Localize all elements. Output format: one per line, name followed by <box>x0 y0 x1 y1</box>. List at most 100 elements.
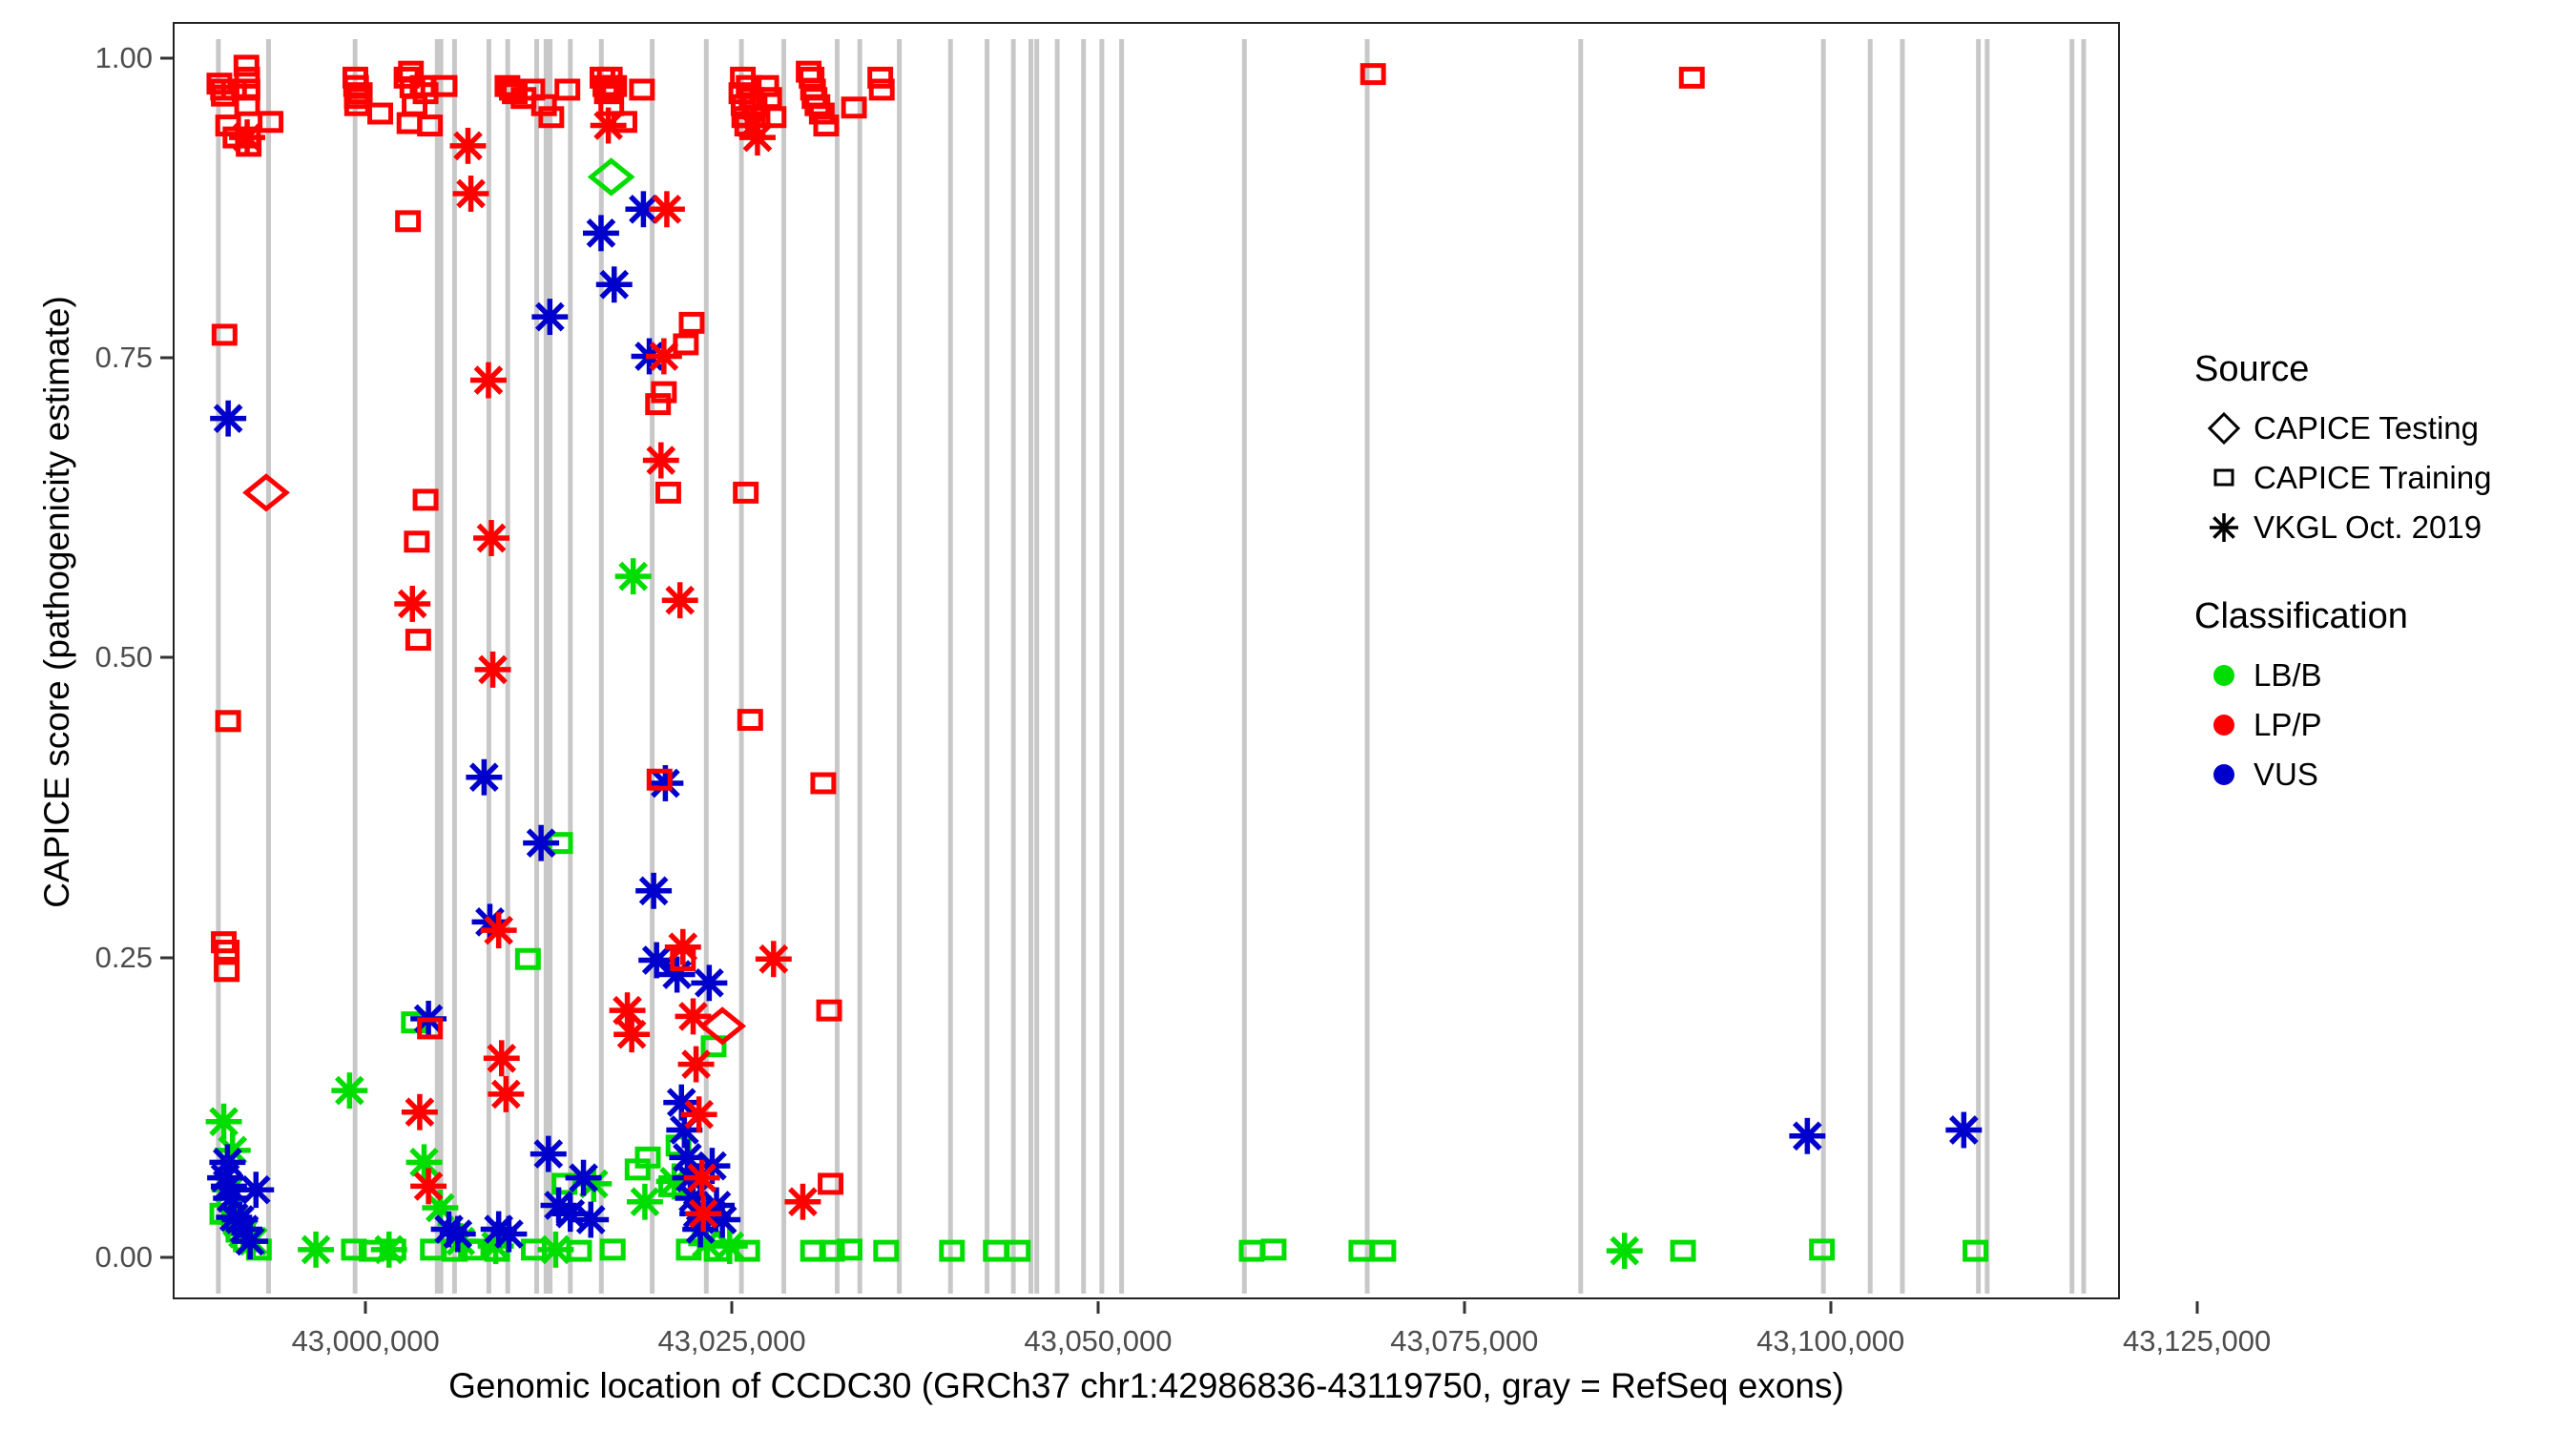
data-point <box>211 931 238 954</box>
legend-label: LP/P <box>2254 707 2322 742</box>
legend-key <box>2194 703 2254 747</box>
data-points-group <box>205 54 1989 1270</box>
data-point <box>642 442 679 479</box>
data-point <box>1809 1238 1836 1261</box>
data-point <box>587 157 635 197</box>
data-point <box>367 102 394 125</box>
data-point <box>810 772 837 795</box>
legend-item-classification[interactable]: VUS <box>2194 750 2557 799</box>
data-point <box>531 299 569 336</box>
data-point <box>753 74 779 97</box>
data-point <box>233 54 260 77</box>
data-point <box>599 1238 626 1261</box>
x-tick-label: 43,100,000 <box>1756 1324 1905 1358</box>
data-point <box>346 82 373 105</box>
data-point <box>566 1239 592 1262</box>
data-point <box>678 311 705 334</box>
data-point <box>737 709 763 732</box>
dot-icon <box>2213 715 2234 736</box>
data-point <box>1945 1111 1983 1149</box>
data-point <box>841 96 867 119</box>
data-point <box>813 114 840 137</box>
legend-label: VUS <box>2254 757 2318 792</box>
legend-source-title: Source <box>2194 349 2310 389</box>
data-point <box>214 960 240 983</box>
data-point <box>417 1017 444 1040</box>
data-point <box>1370 1239 1397 1262</box>
legend-source-rows: CAPICE Testing CAPICE Training VKGL Oct. 2… <box>2194 404 2557 552</box>
data-point <box>1260 1238 1287 1261</box>
data-point <box>1670 1239 1696 1262</box>
x-axis-label: Genomic location of CCDC30 (GRCh37 chr1:… <box>448 1366 1844 1405</box>
x-tick-label: 43,025,000 <box>657 1324 806 1358</box>
data-point <box>635 872 673 909</box>
data-point <box>837 1238 862 1261</box>
legend-label: CAPICE Testing <box>2254 410 2479 446</box>
data-point <box>554 78 581 101</box>
data-point <box>685 1195 722 1233</box>
asterisk-icon <box>2210 513 2238 542</box>
data-point <box>404 530 430 553</box>
y-tick-mark <box>160 956 173 960</box>
data-point <box>530 93 557 116</box>
legend-item-classification[interactable]: LB/B <box>2194 651 2557 700</box>
data-point <box>1360 63 1386 86</box>
diamond-icon <box>2207 411 2241 446</box>
y-tick-mark <box>160 56 173 60</box>
data-point <box>396 112 423 135</box>
x-tick-mark <box>364 1301 367 1314</box>
x-tick-label: 43,000,000 <box>291 1324 440 1358</box>
data-point <box>873 1239 900 1262</box>
y-tick-label: 0.50 <box>94 640 153 674</box>
data-point <box>755 941 792 978</box>
data-point <box>609 992 646 1029</box>
data-point <box>654 481 681 504</box>
data-point <box>331 1072 368 1110</box>
data-point <box>645 338 682 375</box>
x-tick-mark <box>1463 1301 1466 1314</box>
y-tick-label: 0.00 <box>94 1239 153 1274</box>
exon-lines-group <box>216 38 2087 1295</box>
data-point <box>452 176 489 212</box>
data-point <box>680 1096 717 1133</box>
data-point <box>613 1016 651 1053</box>
data-point <box>705 1239 732 1262</box>
dot-icon <box>2213 665 2234 686</box>
data-point <box>466 758 503 796</box>
legend-item-classification[interactable]: LP/P <box>2194 700 2557 750</box>
data-point <box>648 191 685 228</box>
data-point <box>538 106 565 129</box>
legend-item-source[interactable]: VKGL Oct. 2019 <box>2194 503 2557 552</box>
legend-classification-title: Classification <box>2194 596 2408 636</box>
data-point <box>590 107 627 144</box>
data-point <box>735 107 772 144</box>
data-point <box>582 215 619 252</box>
legend-classification-rows: LB/B LP/P VUS <box>2194 651 2557 799</box>
data-point <box>634 1146 661 1169</box>
data-point <box>401 1093 438 1130</box>
data-point <box>474 651 511 688</box>
data-point <box>784 1183 821 1220</box>
data-point <box>488 1075 525 1112</box>
data-point <box>439 1215 476 1253</box>
data-point <box>868 78 895 101</box>
data-point <box>395 210 422 233</box>
legend-item-source[interactable]: CAPICE Training <box>2194 453 2557 503</box>
data-point <box>530 1135 567 1172</box>
legend: Source CAPICE Testing CAPICE Training VKGL… <box>2194 349 2557 843</box>
y-tick-mark <box>160 655 173 659</box>
data-point <box>234 93 260 116</box>
data-point <box>394 586 431 622</box>
legend-item-source[interactable]: CAPICE Testing <box>2194 404 2557 453</box>
y-tick-mark <box>160 356 173 360</box>
data-point <box>1963 1239 1989 1262</box>
data-point <box>341 1238 367 1261</box>
x-tick-mark <box>1096 1301 1100 1314</box>
data-point <box>651 381 677 404</box>
x-tick-mark <box>1829 1301 1833 1314</box>
data-point <box>473 520 509 556</box>
data-point <box>626 1183 663 1220</box>
data-point <box>405 1144 443 1181</box>
data-point <box>490 1215 528 1253</box>
data-point <box>595 266 633 303</box>
